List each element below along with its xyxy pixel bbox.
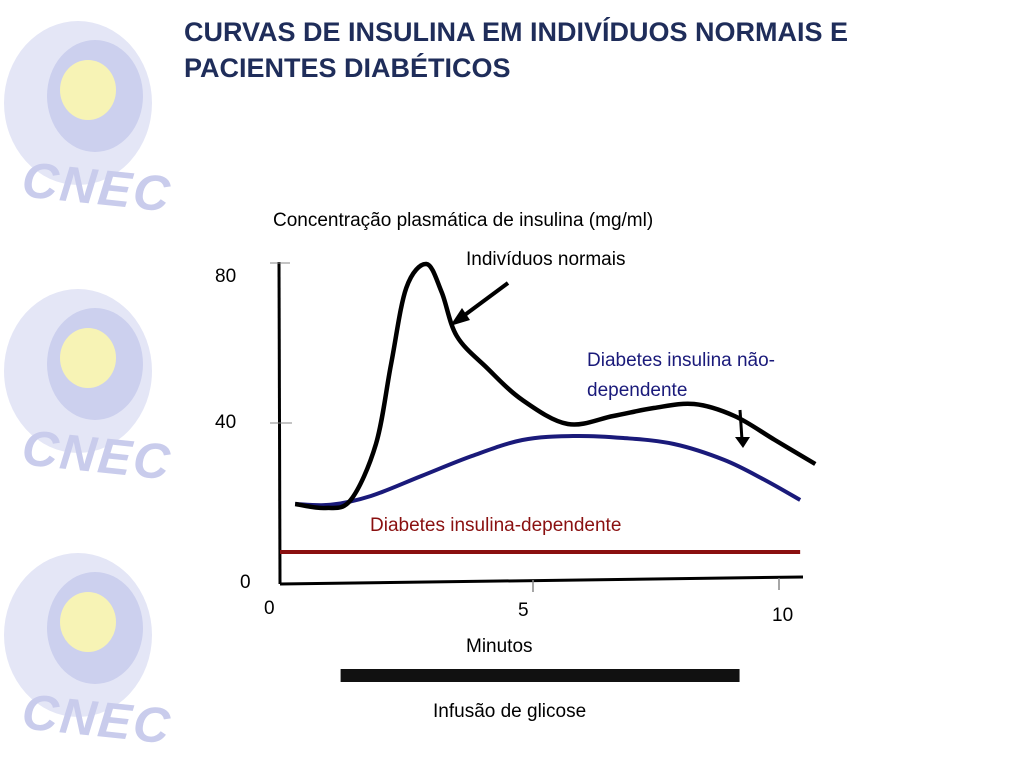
x-tick-label: 5 xyxy=(518,600,529,621)
y-tick-label: 0 xyxy=(240,572,251,593)
infusion-label: Infusão de glicose xyxy=(433,701,587,722)
cnec-logo-mark-icon xyxy=(4,553,152,717)
y-tick-label: 40 xyxy=(215,412,237,433)
annotation-non-insulin-dependent-text: Diabetes insulina não-dependente xyxy=(587,350,776,401)
cnec-logo-mark-icon xyxy=(4,289,152,453)
x-axis-label: Minutos xyxy=(466,636,533,657)
series-line-normal xyxy=(294,261,817,511)
cnec-logo-mark-icon xyxy=(4,21,152,185)
x-tick-label: 0 xyxy=(264,598,275,619)
annotation-insulin-dependent: Diabetes insulina-dependente xyxy=(370,515,622,536)
slide-title-line-2: PACIENTES DIABÉTICOS xyxy=(184,53,511,83)
x-axis xyxy=(279,575,804,586)
cnec-logo: CNEC xyxy=(0,8,174,238)
annotation-non-insulin-dependent: Diabetes insulina não-dependente xyxy=(587,346,827,406)
cnec-logo: CNEC xyxy=(0,276,174,506)
glucose-infusion-bar xyxy=(340,669,740,682)
slide-title: CURVAS DE INSULINA EM INDIVÍDUOS NORMAIS… xyxy=(184,14,984,86)
annotation-normal: Indivíduos normais xyxy=(466,249,626,270)
y-tick-label: 80 xyxy=(215,266,237,287)
nid-arrow-icon xyxy=(735,409,750,448)
series-line-non-insulin-dependent xyxy=(295,433,802,508)
y-axis-label: Concentração plasmática de insulina (mg/… xyxy=(273,210,654,231)
slide-title-line-1: CURVAS DE INSULINA EM INDIVÍDUOS NORMAIS… xyxy=(184,17,849,47)
cnec-logo: CNEC xyxy=(0,540,174,770)
normal-arrow-icon xyxy=(450,281,510,326)
x-tick-label: 10 xyxy=(772,605,794,626)
